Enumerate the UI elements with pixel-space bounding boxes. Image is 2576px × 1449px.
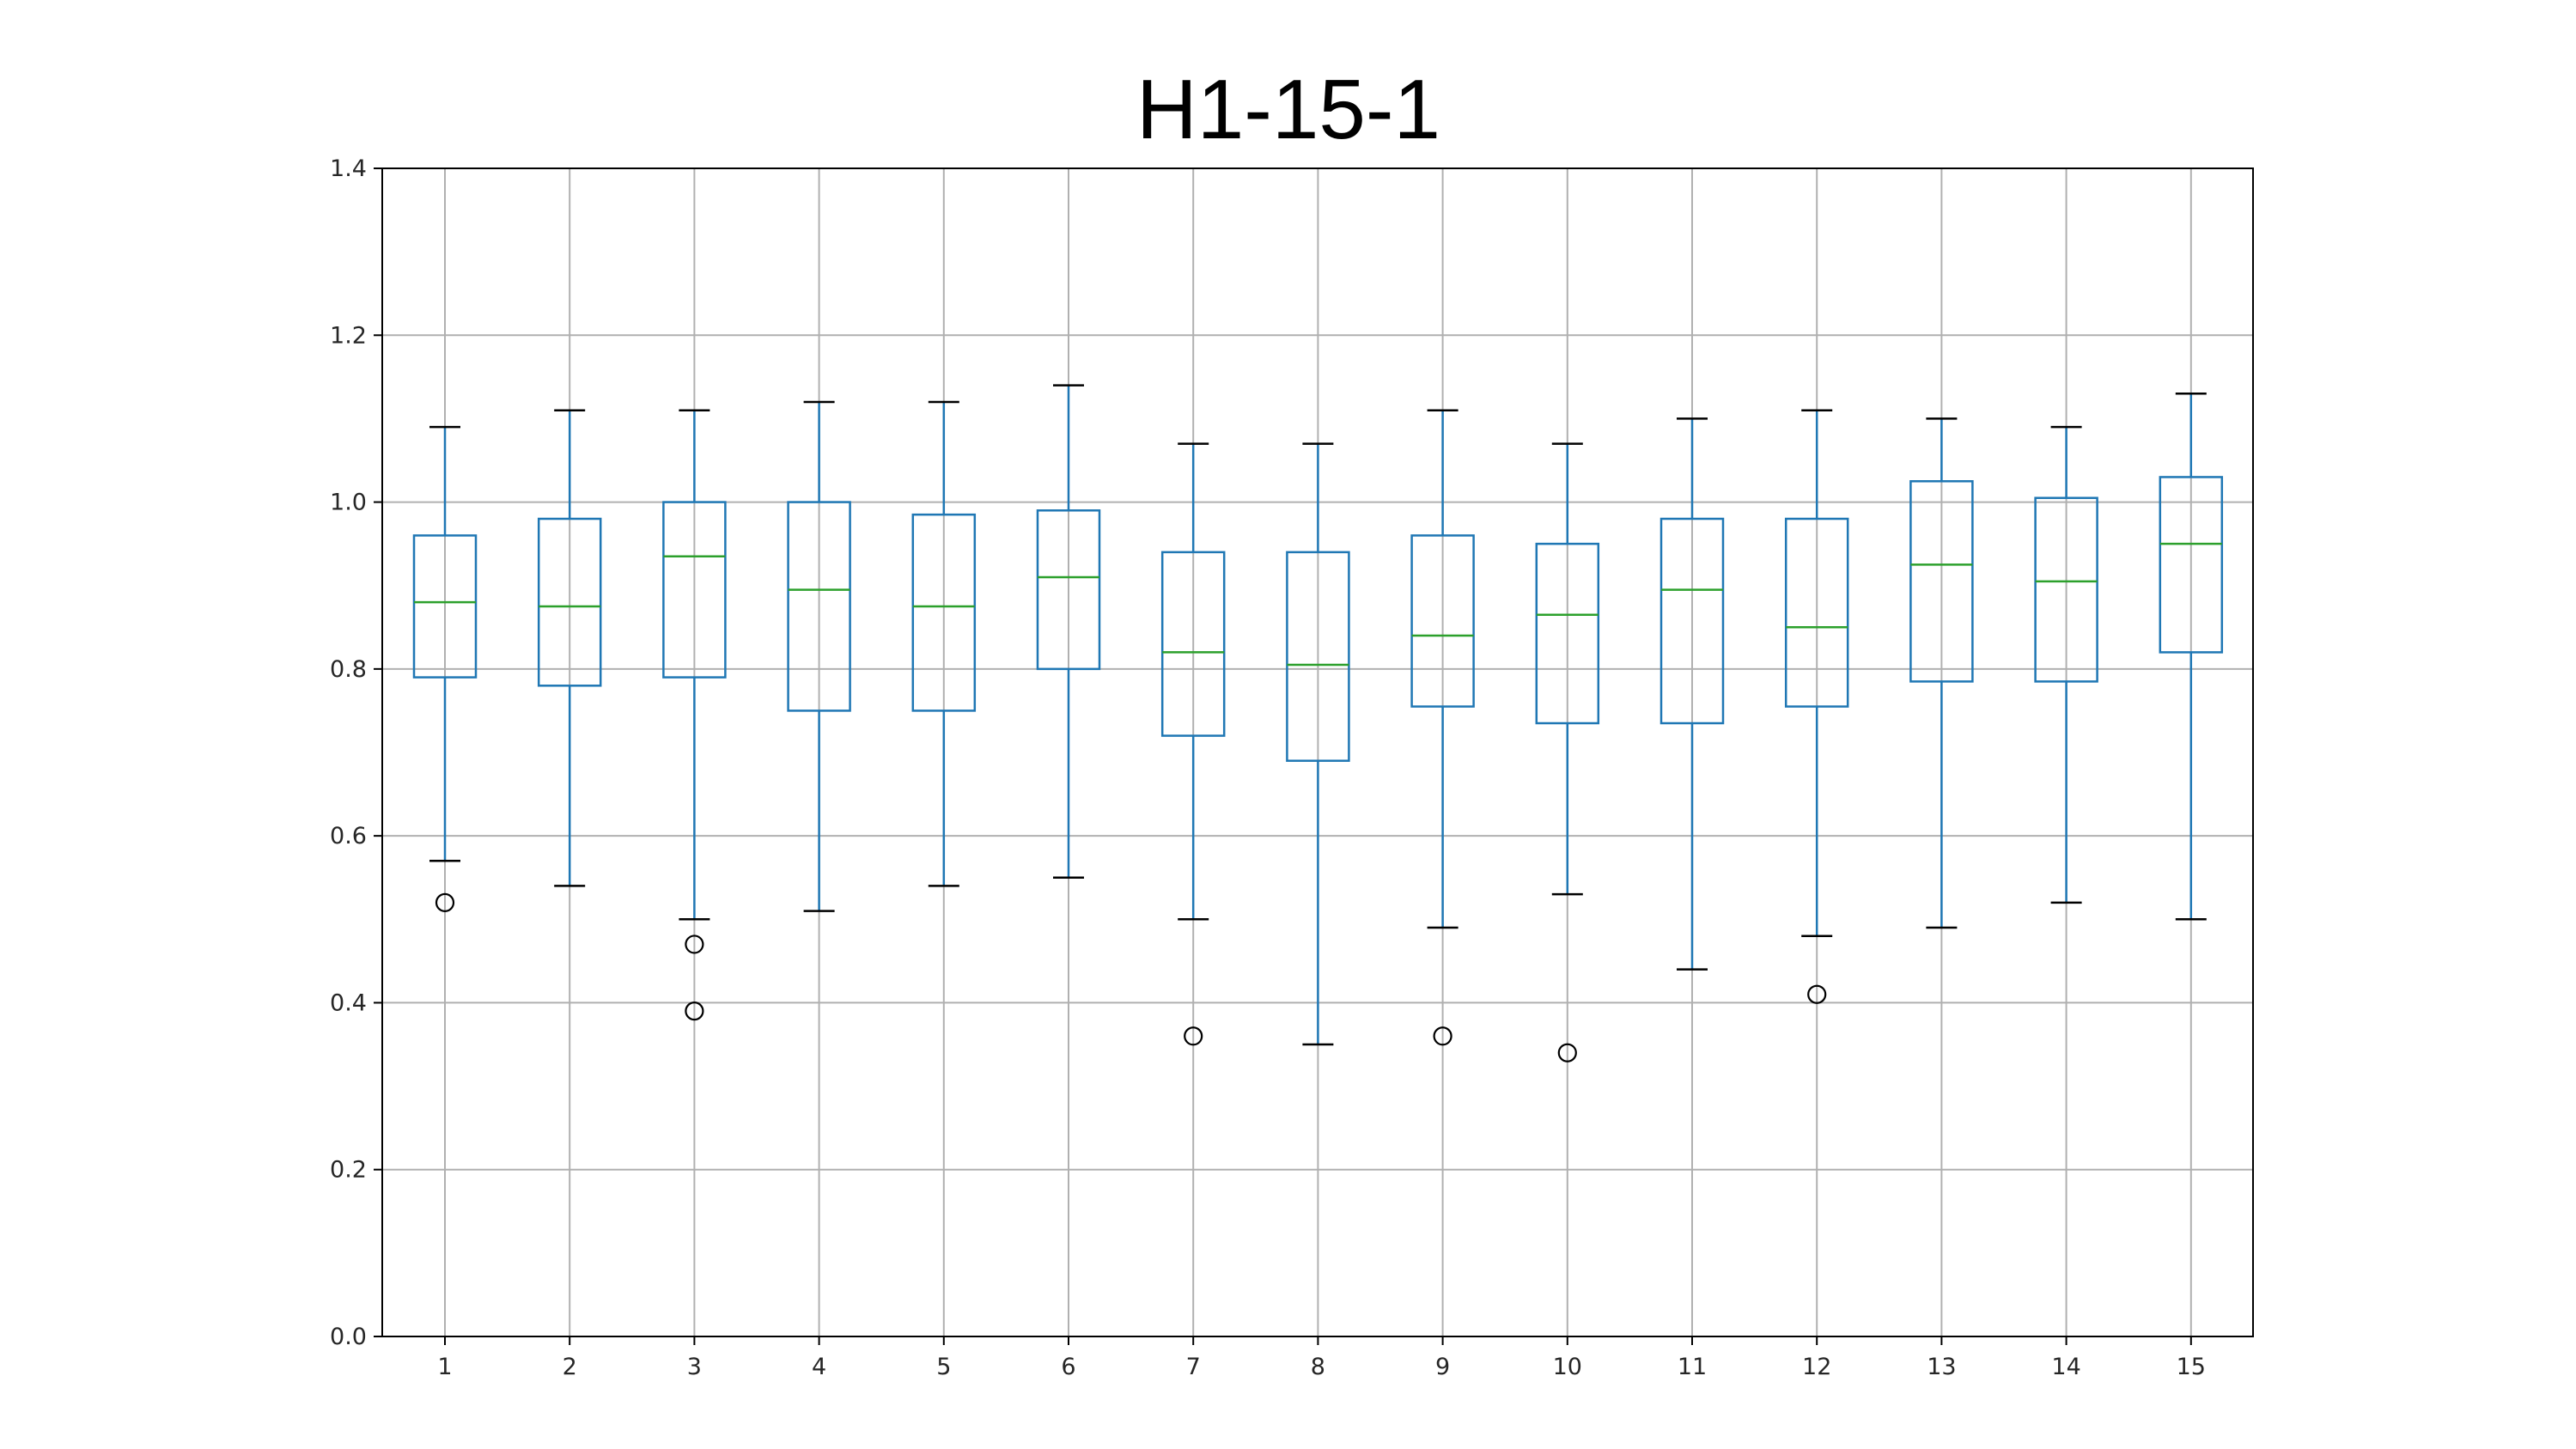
box-group-1	[412, 425, 478, 912]
y-tick-label: 1.4	[330, 155, 367, 182]
y-tick-label: 0.2	[330, 1157, 367, 1184]
x-tick-label: 6	[1061, 1354, 1075, 1380]
box-group-9	[1410, 409, 1475, 1046]
y-tick-label: 1.2	[330, 322, 367, 349]
outlier-point	[685, 935, 704, 954]
y-tick-label: 0.4	[330, 989, 367, 1016]
outlier-point	[685, 1002, 704, 1021]
iqr-box	[2159, 476, 2224, 654]
y-tick-label: 0.0	[330, 1324, 367, 1350]
x-tick-label: 14	[2051, 1354, 2080, 1380]
x-tick-label: 3	[687, 1354, 702, 1380]
outlier-point	[1807, 984, 1827, 1004]
box-group-10	[1535, 442, 1600, 1062]
chart-title: H1-15-1	[1136, 62, 1441, 156]
x-tick-label: 9	[1435, 1354, 1450, 1380]
box-group-14	[2034, 425, 2098, 904]
y-tick-label: 0.6	[330, 823, 367, 849]
iqr-box	[1784, 517, 1849, 708]
box-group-5	[911, 400, 977, 887]
iqr-box	[1909, 480, 1974, 683]
x-tick-label: 10	[1553, 1354, 1582, 1380]
iqr-box	[2034, 496, 2098, 683]
iqr-box	[787, 501, 851, 712]
box-group-15	[2159, 393, 2224, 921]
iqr-box	[1286, 551, 1350, 762]
outlier-point	[435, 892, 455, 912]
box-layer	[412, 384, 2224, 1062]
box-group-3	[662, 409, 727, 1021]
box-group-12	[1784, 409, 1849, 1004]
iqr-box	[1659, 517, 1725, 725]
box-group-2	[537, 409, 602, 887]
box-group-8	[1286, 442, 1350, 1046]
iqr-box	[537, 517, 602, 687]
box-group-6	[1036, 384, 1101, 879]
iqr-box	[911, 513, 977, 712]
y-tick-label: 1.0	[330, 490, 367, 516]
axis-layer: 0.00.20.40.60.81.01.21.41 2 3 4 5 6 7 8 9 10 11 12 1…	[330, 155, 2206, 1380]
iqr-box	[1160, 551, 1226, 737]
grid-layer	[382, 167, 2253, 1337]
x-tick-label: 1	[437, 1354, 452, 1380]
x-tick-label: 2	[563, 1354, 577, 1380]
iqr-box	[662, 501, 727, 679]
box-group-7	[1160, 442, 1226, 1046]
x-tick-label: 15	[2177, 1354, 2206, 1380]
x-tick-label: 13	[1927, 1354, 1956, 1380]
iqr-box	[1410, 534, 1475, 708]
outlier-point	[1557, 1043, 1577, 1062]
x-tick-label: 7	[1186, 1354, 1201, 1380]
outlier-point	[1433, 1026, 1452, 1046]
box-group-13	[1909, 417, 1974, 929]
y-tick-label: 0.8	[330, 656, 367, 683]
iqr-box	[1535, 542, 1600, 725]
box-group-11	[1659, 417, 1725, 971]
x-tick-label: 12	[1802, 1354, 1831, 1380]
x-tick-label: 4	[812, 1354, 826, 1380]
iqr-box	[412, 534, 478, 679]
x-tick-label: 5	[936, 1354, 951, 1380]
x-tick-label: 8	[1311, 1354, 1325, 1380]
iqr-box	[1036, 509, 1101, 671]
outlier-point	[1184, 1026, 1203, 1046]
x-tick-label: 11	[1678, 1354, 1707, 1380]
box-group-4	[787, 400, 851, 912]
